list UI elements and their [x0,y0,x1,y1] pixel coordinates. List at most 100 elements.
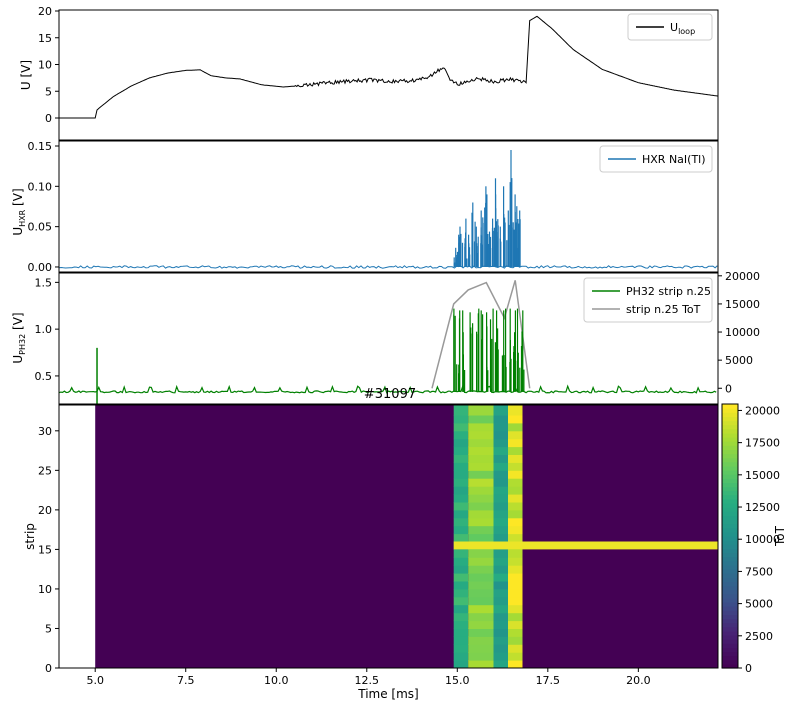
colorbar-step [722,498,738,504]
legend-box [627,13,713,41]
heatmap-cell [508,470,523,479]
colorbar-step [722,581,738,587]
heatmap-cell [453,509,469,519]
y-axis-label: UHXR [V] [11,188,27,235]
colorbar-step [722,527,738,533]
heatmap-cell [493,604,508,614]
legend-entry: PH32 strip n.25 [626,285,711,298]
colorbar-step [722,453,738,459]
heatmap-cell [508,533,523,542]
heatmap-cell [453,454,469,463]
y-tick-label: 1.0 [35,323,53,336]
heatmap-cell [453,652,469,661]
colorbar-step [722,478,738,483]
y-tick-label: 5 [45,622,52,635]
y2-tick-label: 10000 [725,326,760,339]
y-tick-label: 15 [38,32,52,45]
colorbar-step [722,490,738,496]
heatmap-cell [468,438,494,448]
colorbar-step [722,536,738,541]
heatmap-cell [468,620,494,629]
colorbar-tick-label: 15000 [745,469,780,482]
heatmap-cell [453,620,469,629]
strip-heatmap-panel: 0 5 10 15 20 25 30 5.0 7.5 10.0 12.5 15.0 17.5 20.0 Ti… [23,404,719,701]
colorbar-frame [721,403,739,669]
y-tick-label: 0.5 [35,370,53,383]
heatmap-cell [453,470,469,479]
colorbar-step [722,655,738,661]
heatmap-cell [453,565,469,574]
heatmap-cell [508,430,523,440]
colorbar-step [722,577,738,582]
y2-tick-label: 20000 [725,270,760,283]
colorbar-step [722,622,738,628]
heatmap-cell [493,517,508,527]
colorbar-step [722,494,738,500]
y-tick-label: 0.05 [28,221,53,234]
heatmap-cell [493,596,508,606]
colorbar-step [722,569,738,574]
heatmap-cell [453,415,469,424]
heatmap-cell [468,478,494,487]
heatmap-cell [508,612,523,622]
colorbar-step [722,659,738,665]
heatmap-cell [493,415,508,424]
hxr-panel: 0.00 0.05 0.10 0.15 UHXR [V] HXR NaI(Tl) [11,140,719,274]
y2-tick-label: 15000 [725,298,760,311]
colorbar-step [722,531,738,537]
colorbar: 0 2500 5000 7500 10000 12500 15000 17500 20000 To… [721,403,787,675]
y-axis-label: UPH32 [V] [11,312,27,363]
colorbar-step [722,416,738,422]
heatmap-cell [508,438,523,448]
heatmap-background [95,405,718,668]
colorbar-step [722,511,738,516]
heatmap-cell [508,652,523,661]
heatmap-cell [508,494,523,503]
colorbar-step [722,408,738,413]
colorbar-step [722,606,738,611]
heatmap-cell [508,415,523,424]
heatmap-cell [453,478,469,487]
colorbar-label: ToT [773,525,787,547]
colorbar-tick-label: 0 [745,662,752,675]
heatmap-cell [468,549,494,558]
colorbar-step [722,412,738,417]
heatmap-cell [453,549,469,558]
y-tick-label: 10 [38,59,52,72]
heatmap-cell [468,557,494,566]
colorbar-step [722,610,738,615]
heatmap-cell [508,422,523,432]
colorbar-step [722,515,738,521]
heatmap-cell [508,628,523,637]
colorbar-step [722,556,738,562]
heatmap-cell [468,430,494,440]
heatmap-cell [508,644,523,653]
colorbar-step [722,560,738,566]
colorbar-step [722,552,738,558]
colorbar-step [722,507,738,512]
colorbar-step [722,457,738,463]
heatmap-cell [453,573,469,582]
heatmap-cell [453,462,469,471]
x-axis-label: Time [ms] [357,687,419,701]
heatmap-highlight-row [453,541,718,550]
colorbar-step [722,428,738,434]
heatmap-cell [453,533,469,542]
heatmap-cell [468,533,494,542]
heatmap-cell [468,644,494,653]
heatmap-cell [493,430,508,440]
heatmap-cell [468,628,494,637]
colorbar-step [722,647,738,653]
colorbar-tick-label: 12500 [745,501,780,514]
heatmap-cell [468,581,494,590]
heatmap-cell [468,660,494,669]
y-tick-label: 20 [38,5,52,18]
colorbar-step [722,651,738,657]
heatmap-cell [468,405,494,416]
y-tick-label: 30 [38,425,52,438]
heatmap-cell [468,652,494,661]
heatmap-cell [508,620,523,629]
heatmap-cell [508,502,523,511]
colorbar-step [722,420,738,426]
